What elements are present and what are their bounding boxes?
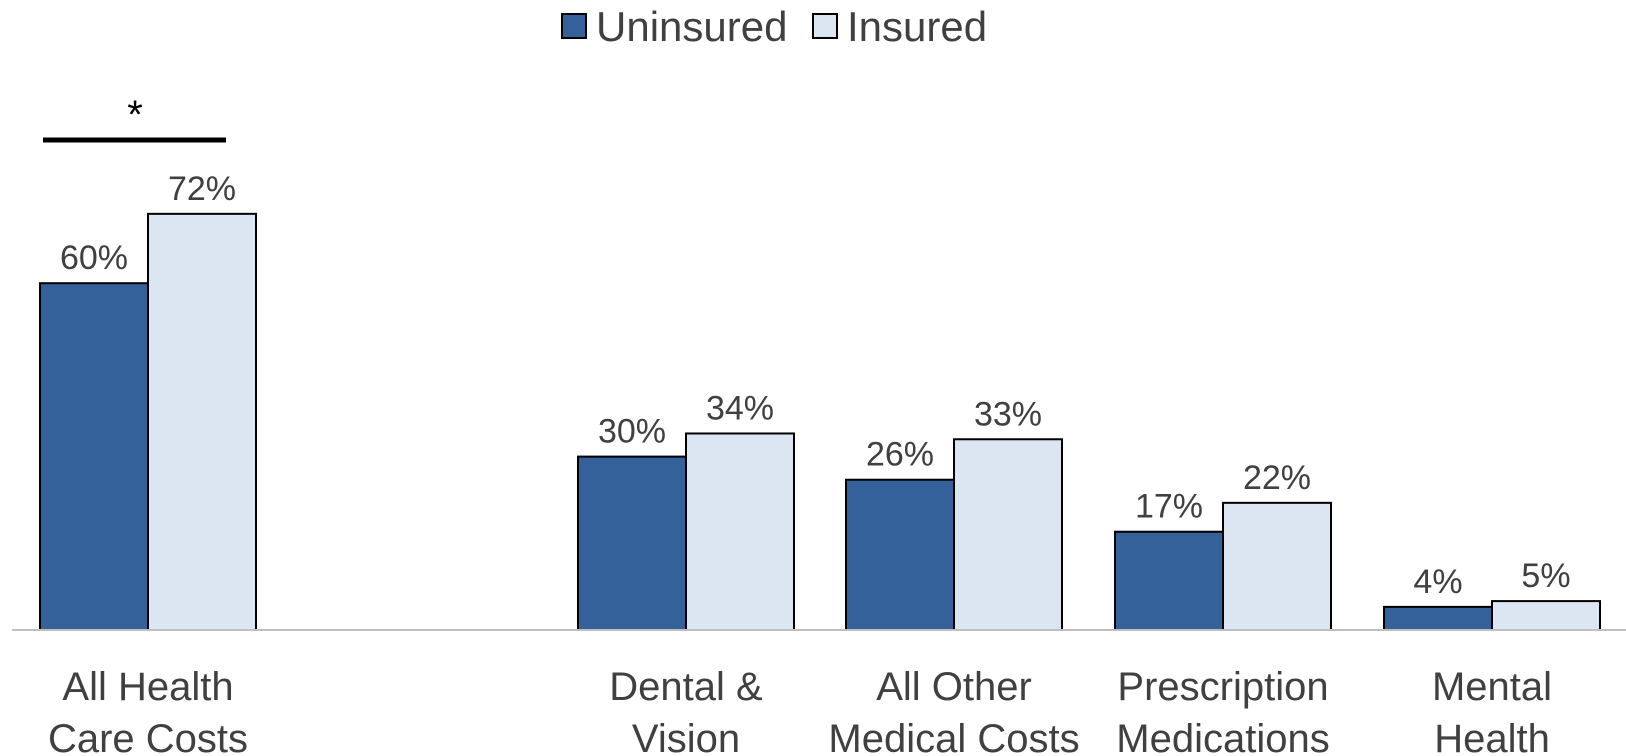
- legend-label-insured: Insured: [847, 3, 987, 50]
- bar-insured-0: [147, 212, 257, 631]
- bar-insured-1: [685, 432, 795, 632]
- legend: Uninsured Insured: [561, 3, 987, 50]
- category-labels: All Health Care Costs Dental & Vision All Ot…: [48, 665, 1552, 756]
- category-label-2: All Other Medical Costs: [828, 665, 1079, 756]
- data-label-uninsured-0: 60%: [60, 239, 128, 277]
- legend-label-uninsured: Uninsured: [596, 3, 787, 50]
- data-label-insured-0: 72%: [168, 170, 236, 208]
- annotations: *: [43, 93, 226, 143]
- data-label-uninsured-3: 17%: [1135, 488, 1203, 526]
- category-label-4: Mental Health: [1432, 665, 1552, 756]
- data-label-insured-4: 5%: [1521, 557, 1570, 595]
- data-label-insured-1: 34%: [706, 389, 774, 427]
- significance-asterisk: *: [127, 93, 143, 137]
- data-label-uninsured-4: 4%: [1413, 563, 1462, 601]
- category-label-3: Prescription Medications: [1116, 665, 1329, 756]
- data-label-insured-3: 22%: [1243, 459, 1311, 497]
- bar-uninsured-4: [1383, 605, 1493, 632]
- data-label-insured-2: 33%: [974, 395, 1042, 433]
- bar-uninsured-0: [39, 282, 149, 631]
- category-label-1: Dental & Vision: [609, 665, 763, 756]
- bar-insured-2: [953, 438, 1063, 632]
- bars: [39, 212, 1601, 632]
- bar-insured-4: [1491, 600, 1601, 631]
- bar-insured-3: [1222, 501, 1332, 631]
- data-label-uninsured-1: 30%: [598, 413, 666, 451]
- legend-swatch-uninsured: [561, 13, 587, 39]
- legend-swatch-insured: [812, 13, 838, 39]
- value-labels: 60% 30% 26% 17% 4% 72% 34% 33% 22% 5%: [60, 170, 1571, 601]
- category-label-0: All Health Care Costs: [48, 665, 248, 756]
- data-label-uninsured-2: 26%: [866, 436, 934, 474]
- bar-uninsured-3: [1114, 530, 1224, 631]
- bar-uninsured-1: [577, 455, 687, 631]
- bar-uninsured-2: [845, 478, 955, 631]
